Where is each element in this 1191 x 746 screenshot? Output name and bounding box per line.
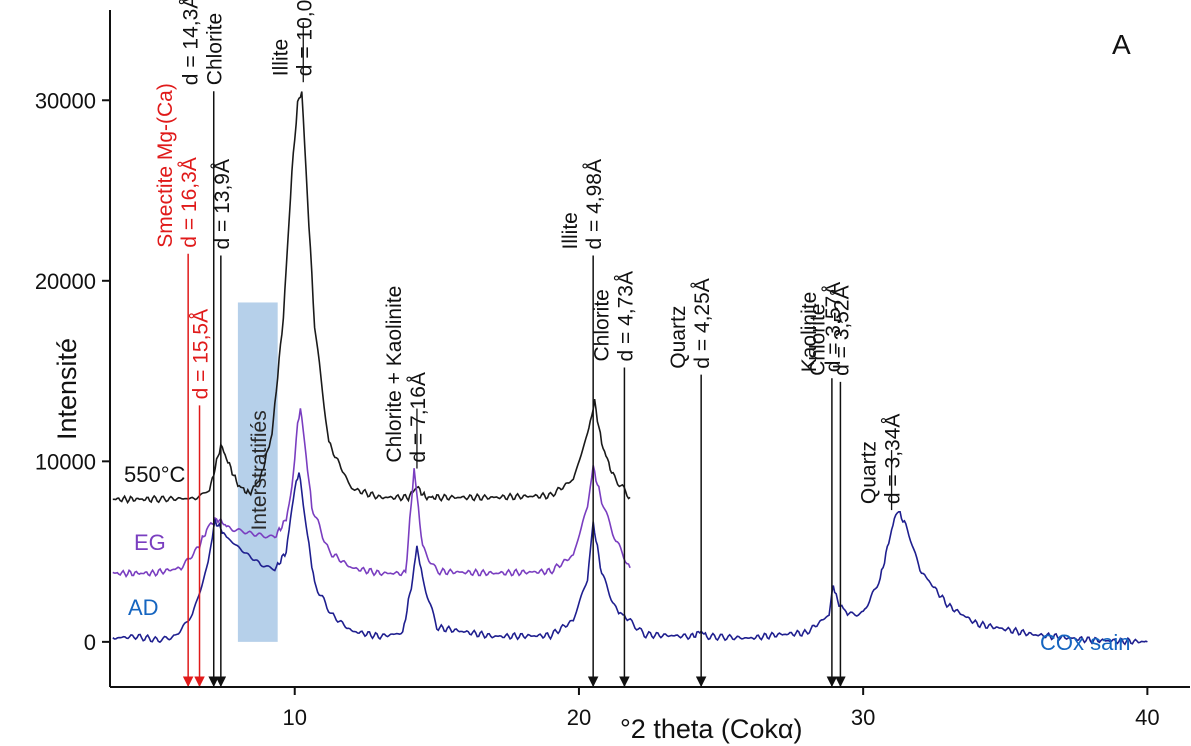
annotation-text-3-0: d = 13,9Å [211,159,234,250]
annotation-1: d = 15,5Å [190,309,213,688]
annotation-text-10-1: Chlorite [806,304,829,376]
annotation-text-8-1: Quartz [667,306,690,369]
annotation-text-2-1: d = 14,3Å [180,0,203,85]
x-tick-label-0: 10 [282,705,306,730]
annotation-text-0-0: d = 16,3Å [178,157,201,248]
trace-label-2: AD [128,595,159,620]
annotation-text-5-1: Chlorite + Kaolinite [383,286,406,463]
y-axis-title: Intensité [52,338,82,440]
annotation-text-6-1: Illite [559,212,582,249]
x-tick-label-1: 20 [567,705,591,730]
series-line-2 [112,472,1148,646]
annotation-text-8-0: d = 4,25Å [691,278,714,369]
y-tick-label-3: 30000 [35,88,96,113]
annotation-text-7-1: Chlorite [590,289,613,361]
annotation-text-1-0: d = 15,5Å [190,309,213,400]
axes-layer [109,10,1190,688]
label-layer: °2 theta (Cokα) Intensité A 550°C EG AD COx… [52,29,1131,744]
annotation-text-0-1: Smectite Mg-(Ca) [154,83,177,248]
interstratified-band-layer: Interstratifiés [237,302,278,642]
annotation-text-9-1: Kaolinite [798,292,821,373]
panel-label: A [1112,29,1131,60]
annotation-text-4-0: d = 10,0Å [293,0,316,76]
y-tick-label-2: 20000 [35,269,96,294]
annotation-text-7-0: d = 4,73Å [614,271,637,362]
trace-label-3: COx sain [1040,630,1130,655]
x-tick-label-2: 30 [851,705,875,730]
interstratified-band-label: Interstratifiés [248,410,271,530]
annotation-text-6-0: d = 4,98Å [583,159,606,250]
y-tick-label-0: 0 [84,630,96,655]
tick-layer: 10 20 30 40 0 10000 20000 30000 [35,88,1160,730]
y-tick-label-1: 10000 [35,449,96,474]
trace-label-0: 550°C [124,462,186,487]
x-tick-label-3: 40 [1135,705,1159,730]
annotation-3: d = 13,9Å [211,159,234,688]
annotation-text-2-0: Chlorite [204,13,227,85]
x-axis-title: °2 theta (Cokα) [620,714,802,744]
annotation-text-10-0: d = 3,52Å [830,285,853,376]
annotation-text-4-1: Illite [269,39,292,76]
series-line-0 [112,91,631,505]
trace-label-1: EG [134,530,166,555]
annotation-text-9-0: d = 3,57Å [822,282,845,373]
interstratified-band [237,302,278,642]
annotation-text-11-1: Quartz [858,441,881,504]
annotation-text-11-0: d = 3,34Å [882,414,905,505]
annotation-text-5-0: d = 7,16Å [407,372,430,463]
